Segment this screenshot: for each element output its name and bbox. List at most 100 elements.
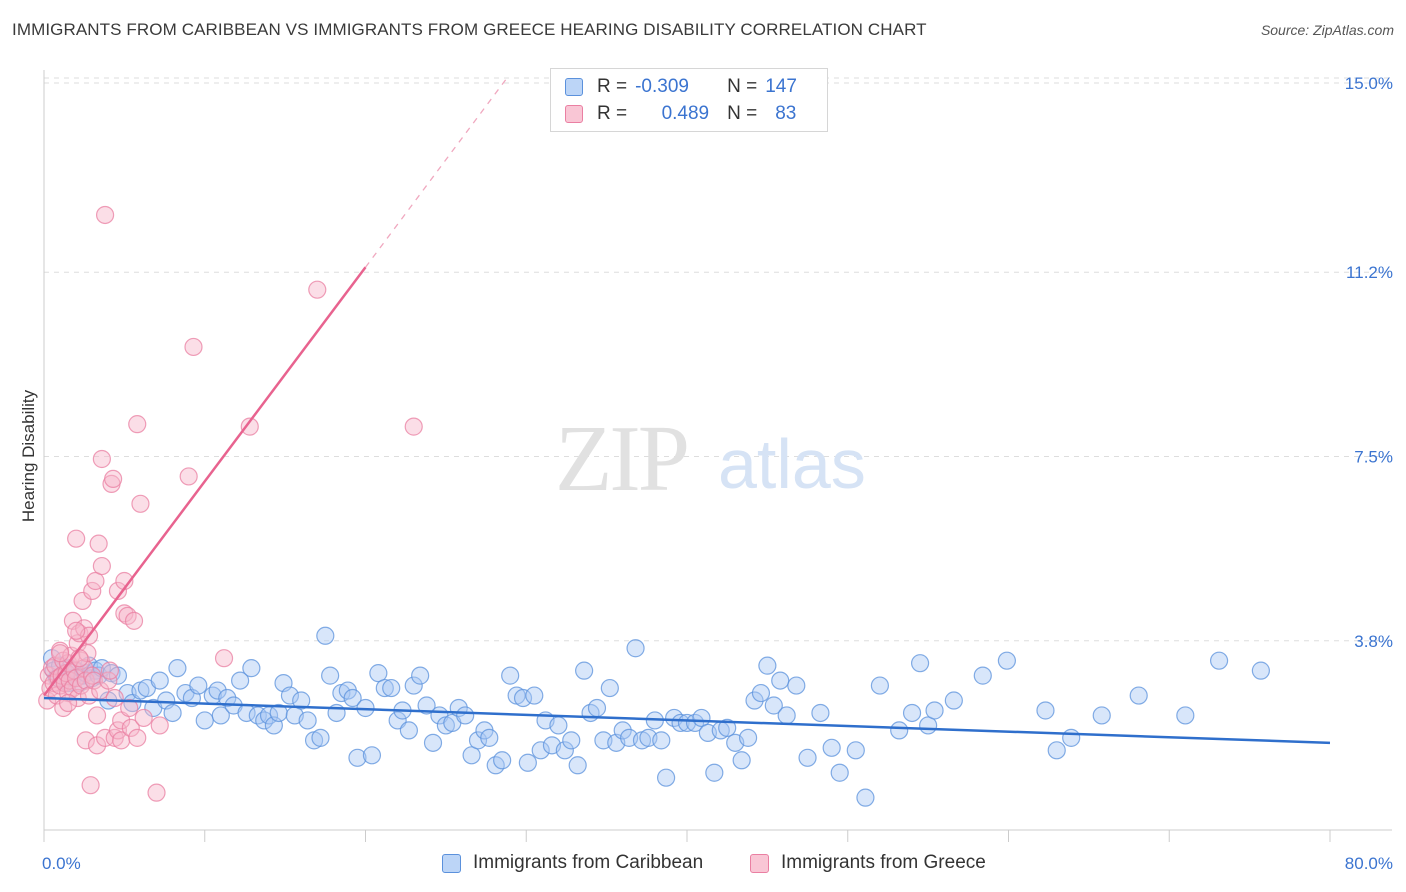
- caribbean-point-147: [1092, 706, 1111, 725]
- greece-point-70: [214, 649, 234, 668]
- stats-legend: R = -0.309 N = 147 R = 0.489 N = 83: [550, 68, 828, 132]
- caribbean-point-122: [745, 691, 764, 710]
- caribbean-point-50: [292, 691, 311, 710]
- caribbean-point-146: [1062, 728, 1081, 747]
- greece-point-64: [131, 494, 150, 513]
- caribbean-point-28: [163, 703, 182, 723]
- caribbean-point-78: [462, 746, 481, 765]
- caribbean-point-43: [255, 711, 274, 730]
- caribbean-point-55: [321, 666, 340, 685]
- watermark-atlas: atlas: [718, 425, 866, 503]
- legend-item-greece: Immigrants from Greece: [750, 852, 986, 874]
- watermark: ZIP atlas: [555, 407, 866, 511]
- greece-point-65: [134, 708, 153, 728]
- greece-point-36: [81, 776, 100, 795]
- y-axis-title: Hearing Disability: [19, 389, 38, 522]
- greece-point-79: [67, 621, 86, 640]
- greece-point-75: [105, 688, 124, 708]
- x-tick-label-min: 0.0%: [42, 854, 81, 873]
- caribbean-point-32: [189, 676, 208, 695]
- caribbean-point-60: [348, 748, 367, 767]
- caribbean-point-72: [423, 733, 443, 752]
- caribbean-point-121: [738, 728, 758, 747]
- caribbean-point-64: [375, 678, 394, 698]
- legend-label-greece: Immigrants from Greece: [781, 852, 986, 873]
- caribbean-point-37: [218, 688, 237, 708]
- caribbean-point-151: [1251, 661, 1270, 680]
- caribbean-point-123: [751, 683, 771, 703]
- caribbean-point-108: [652, 731, 671, 750]
- n-label: N =: [727, 103, 758, 124]
- caribbean-point-87: [518, 753, 537, 772]
- greece-point-41: [87, 706, 107, 725]
- greece-legend-swatch: [750, 853, 769, 873]
- greece-point-51: [104, 469, 123, 489]
- caribbean-point-89: [531, 741, 550, 760]
- greece-point-73: [404, 417, 423, 436]
- n-label: N =: [727, 76, 758, 97]
- greece-trend-extension: [364, 77, 508, 268]
- greece-point-32: [76, 731, 95, 750]
- caribbean-point-144: [1036, 701, 1055, 720]
- caribbean-point-118: [718, 718, 737, 738]
- greece-point-71: [240, 417, 259, 436]
- caribbean-point-102: [613, 721, 632, 740]
- caribbean-point-79: [468, 731, 488, 750]
- caribbean-point-130: [811, 703, 830, 723]
- caribbean-point-92: [549, 716, 568, 735]
- legend-label-caribbean: Immigrants from Caribbean: [473, 852, 704, 873]
- chart-title: IMMIGRANTS FROM CARIBBEAN VS IMMIGRANTS …: [12, 20, 927, 39]
- caribbean-point-33: [195, 711, 214, 730]
- caribbean-point-41: [242, 659, 261, 678]
- y-tick-label-3: 15.0%: [1345, 74, 1393, 93]
- greece-point-60: [120, 698, 139, 718]
- caribbean-point-71: [417, 696, 436, 715]
- greece-point-74: [128, 415, 147, 434]
- caribbean-point-48: [280, 686, 300, 705]
- legend-item-caribbean: Immigrants from Caribbean: [442, 852, 703, 874]
- greece-point-61: [121, 718, 140, 738]
- data-points: [38, 205, 1270, 807]
- caribbean-point-116: [705, 763, 724, 782]
- chart-source: Source: ZipAtlas.com: [1260, 22, 1394, 38]
- watermark-zip: ZIP: [555, 407, 687, 511]
- caribbean-point-138: [910, 654, 930, 673]
- caribbean-point-65: [382, 678, 401, 698]
- caribbean-point-128: [787, 676, 806, 695]
- greece-point-22: [67, 529, 86, 548]
- greece-point-63: [128, 728, 147, 747]
- greece-point-53: [108, 581, 128, 601]
- stats-legend-row-caribbean: R = -0.309 N = 147: [565, 75, 797, 99]
- greece-point-45: [92, 556, 111, 576]
- caribbean-point-127: [777, 706, 796, 725]
- caribbean-point-135: [870, 676, 890, 695]
- y-tick-labels: 3.8% 7.5% 11.2% 15.0%: [1345, 74, 1393, 651]
- caribbean-point-149: [1176, 706, 1195, 725]
- caribbean-point-39: [231, 671, 250, 690]
- greece-point-49: [100, 661, 120, 680]
- caribbean-point-134: [856, 788, 875, 807]
- caribbean-point-96: [575, 661, 594, 680]
- caribbean-point-98: [587, 698, 607, 718]
- caribbean-point-36: [211, 706, 230, 725]
- caribbean-point-145: [1047, 741, 1066, 760]
- caribbean-point-81: [480, 728, 499, 747]
- r-label: R =: [597, 76, 628, 97]
- grid-lines: [44, 77, 1392, 642]
- caribbean-point-95: [568, 756, 587, 775]
- caribbean-point-132: [830, 763, 849, 782]
- caribbean-point-104: [626, 639, 645, 658]
- greece-trend-line: [43, 266, 367, 697]
- caribbean-point-83: [493, 751, 512, 770]
- r-label: R =: [597, 103, 628, 124]
- caribbean-point-63: [369, 664, 388, 683]
- caribbean-point-125: [764, 696, 783, 715]
- caribbean-point-94: [562, 731, 581, 750]
- y-tick-label-1: 7.5%: [1354, 448, 1393, 467]
- caribbean-point-148: [1129, 686, 1148, 705]
- greece-point-28: [73, 591, 92, 611]
- caribbean-point-141: [944, 691, 963, 710]
- caribbean-trend-line: [43, 696, 1331, 745]
- caribbean-swatch: [565, 78, 583, 96]
